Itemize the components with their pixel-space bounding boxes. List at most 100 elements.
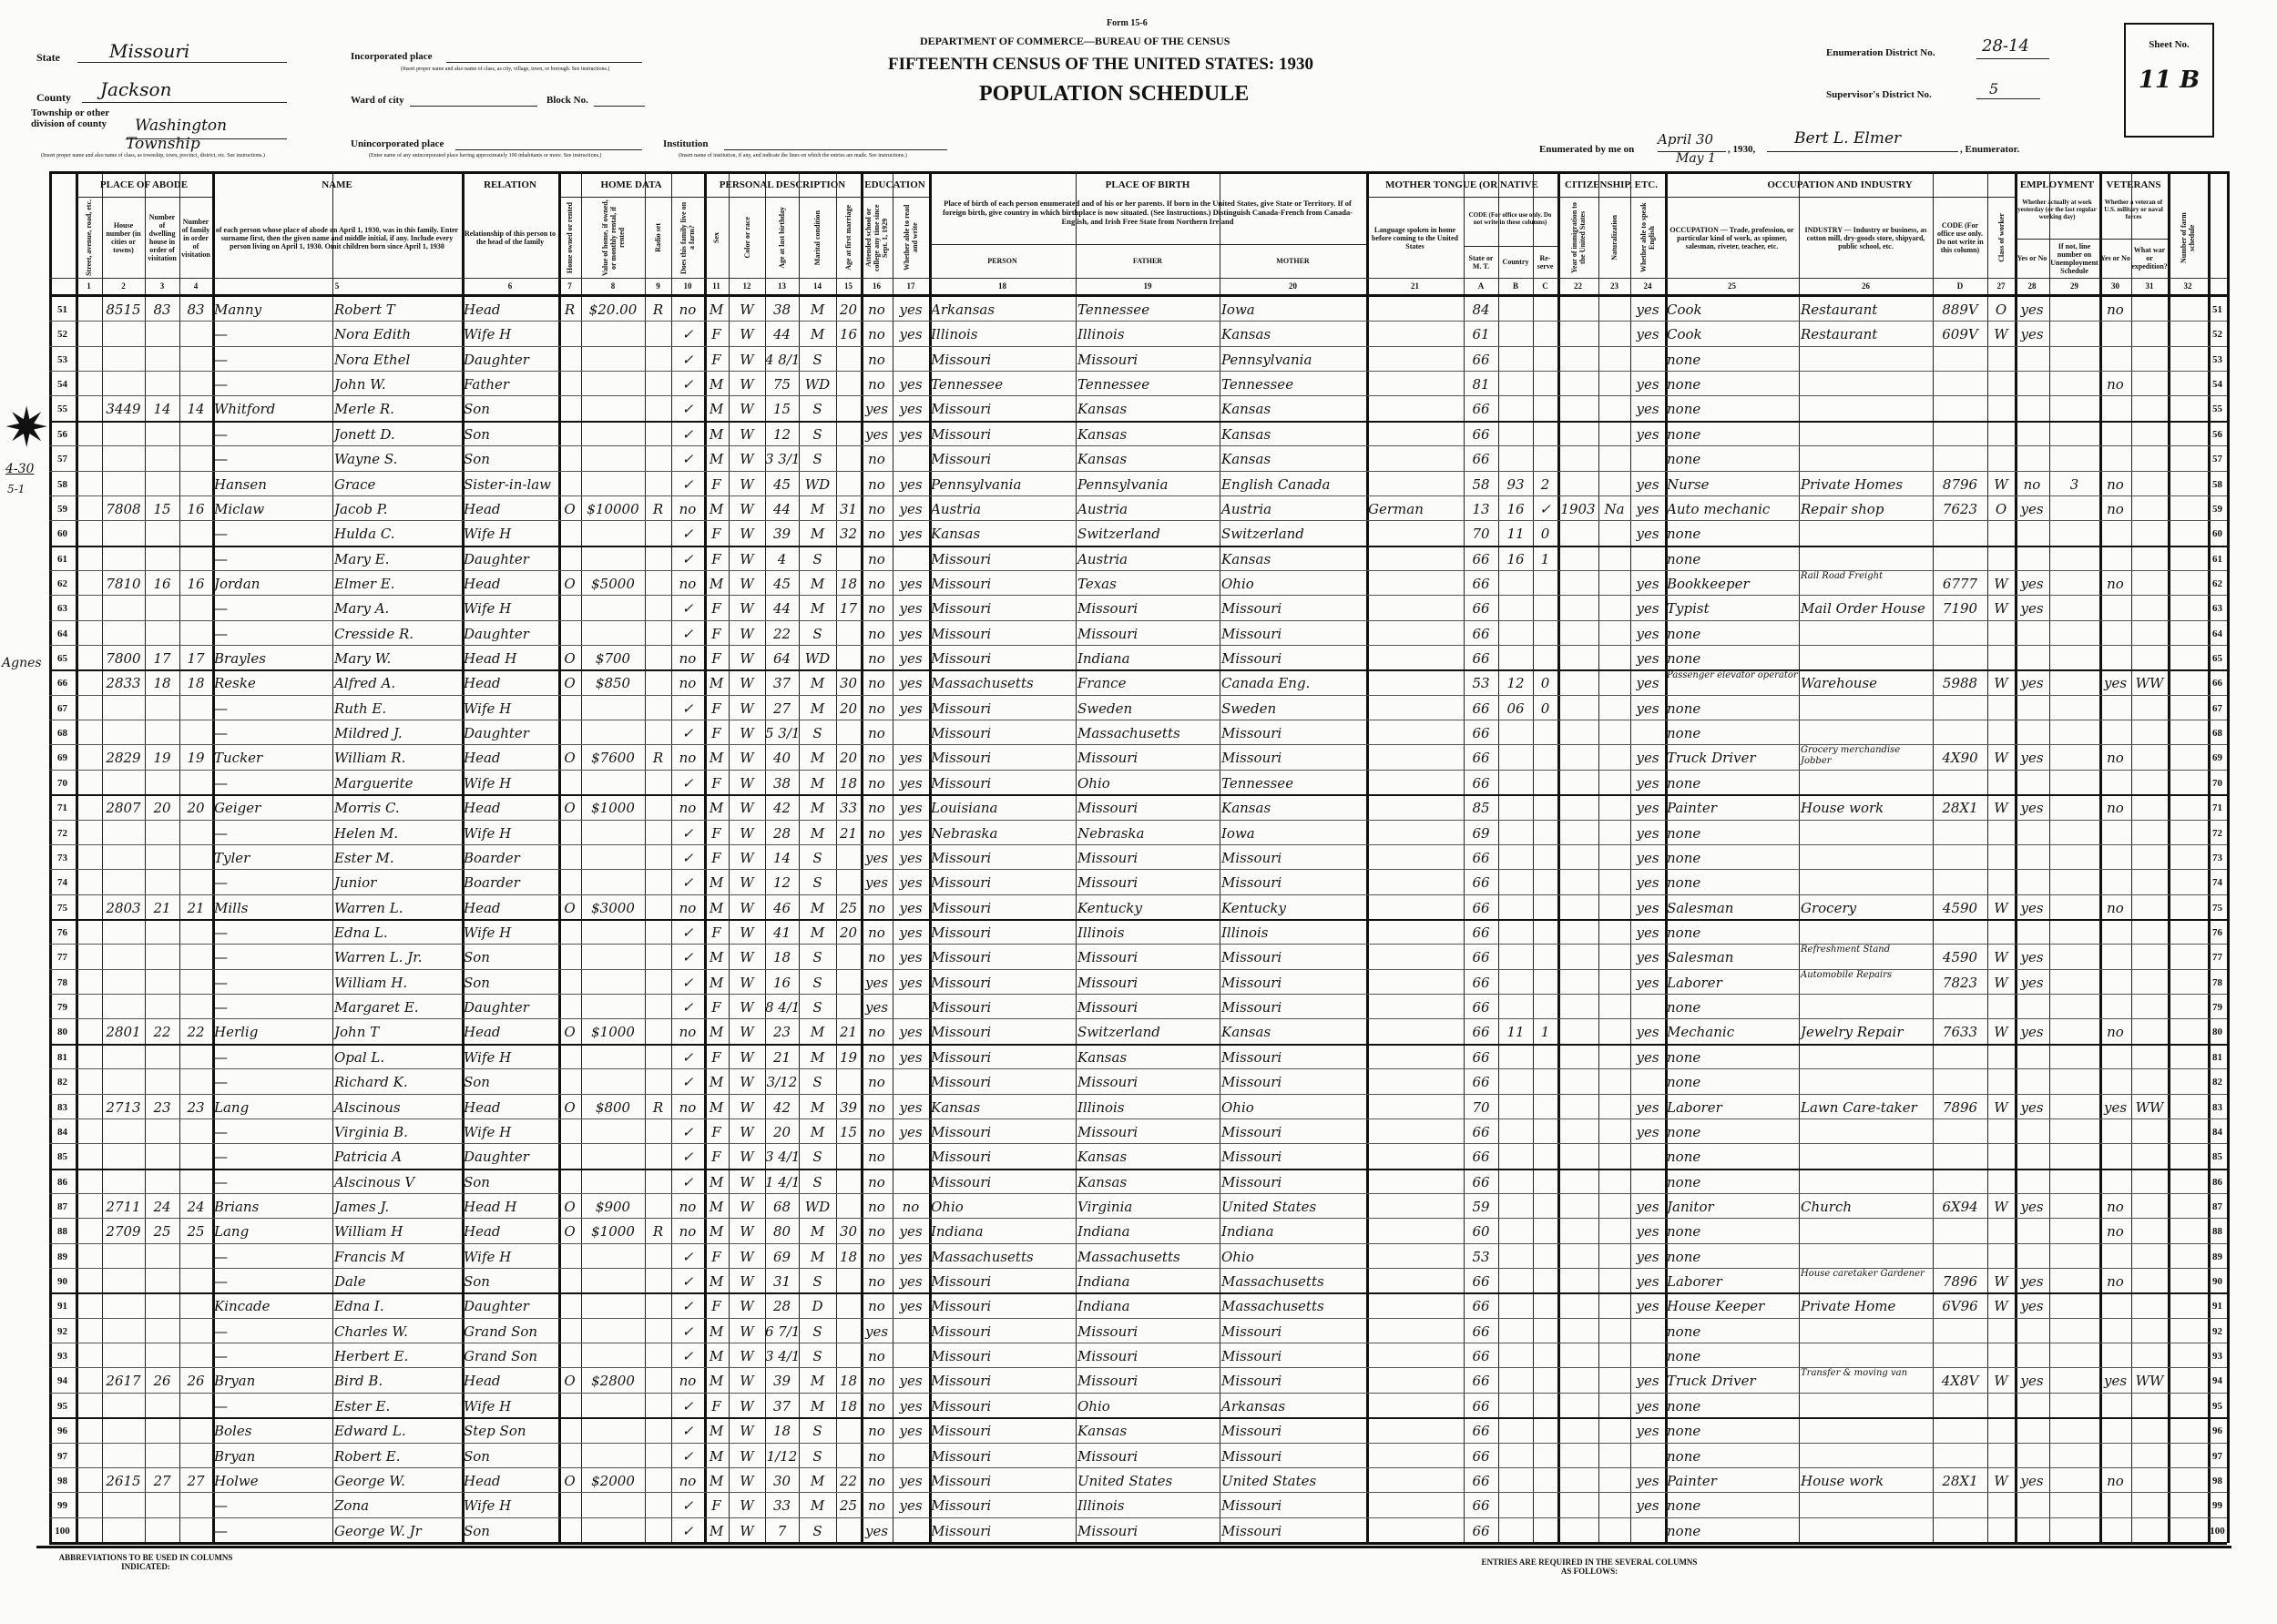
cell-race: W [740,1348,754,1365]
cell-line-number: 56 [57,428,67,440]
cell-sex: F [711,924,721,941]
cell-relation: Wife H [464,924,512,941]
cell-farm: ✓ [681,326,694,343]
cell-sex: F [711,1298,721,1315]
cell-naturalization [1598,821,1630,845]
cell-relation: Head H [464,1198,517,1215]
cell-home-owned: O [564,1024,576,1041]
cell-speaks-english: yes [1636,1397,1659,1415]
table-row [49,770,2227,797]
cell-family-number [179,771,212,795]
cell-family-number: 26 [187,1373,205,1390]
cell-race: W [740,1397,754,1415]
cell-speaks-english: yes [1636,1048,1659,1066]
cell-race: W [740,326,754,343]
column-header-label: Language spoken in home before coming to… [1372,225,1458,250]
cell-code-b [1498,446,1533,471]
column-number: 27 [1996,281,2006,291]
cell-relation: Son [464,1522,490,1539]
cell-speaks-english: yes [1636,700,1659,717]
cell-mother-birthplace: Missouri [1221,750,1282,767]
cell-home-value [581,845,645,870]
column-number: D [1956,281,1964,291]
cell-home-value: $7600 [591,750,635,767]
cell-industry [1799,1244,1933,1269]
enum-district-value: 28-14 [1982,36,2029,56]
cell-age-first-marriage: 16 [839,326,858,343]
cell-speaks-english: yes [1636,1248,1659,1265]
cell-dwelling-number: 15 [153,500,171,517]
cell-birthplace: Ohio [931,1198,964,1215]
cell-father-birthplace: Missouri [1077,849,1138,866]
cell-code-c [1533,720,1557,745]
cell-speaks-english: yes [1636,526,1659,543]
cell-age-first-marriage [836,546,861,571]
cell-code-c [1533,347,1557,372]
cell-birthplace: Missouri [931,625,992,642]
cell-farm: ✓ [681,1273,694,1291]
cell-home-owned: O [564,1472,576,1489]
cell-war [2131,646,2168,670]
cell-line-number: 54 [57,379,67,391]
cell-line-number: 52 [57,329,67,341]
cell-race: W [740,700,754,717]
cell-father-birthplace: Missouri [1077,1123,1138,1140]
cell-employed [2015,546,2049,571]
cell-occupation-code: 7896 [1942,1273,1978,1291]
cell-naturalization [1598,995,1630,1019]
cell-age: 16 [772,974,791,991]
cell-street [76,920,102,945]
cell-age: 30 [772,1472,791,1489]
cell-speaks-english: yes [1636,1298,1659,1315]
cell-surname: Herlig [214,1024,259,1041]
cell-occupation: none [1667,1048,1701,1066]
cell-code-b [1498,1144,1533,1169]
cell-marital: M [810,675,825,692]
cell-employed [2015,696,2049,720]
column-header: of each person whose place of abode on A… [212,199,462,277]
cell-radio [645,1045,671,1069]
cell-industry [1799,546,1933,571]
cell-unemployment-line [2049,446,2099,471]
cell-house-number [102,1394,145,1418]
cell-code-c [1533,870,1557,894]
form-number: Form 15-6 [1107,18,1148,28]
cell-industry [1799,422,1933,446]
cell-dwelling-number: 23 [153,1098,171,1116]
cell-employed [2015,347,2049,372]
cell-dwelling-number [145,970,179,995]
cell-naturalization [1598,596,1630,620]
cell-house-number [102,1269,145,1293]
column-header: Whether able to speak English [1630,199,1665,277]
column-number: C [1542,281,1548,291]
column-header-label: PERSON [987,257,1017,265]
cell-family-number [179,372,212,396]
cell-age: 39 [772,1373,791,1390]
cell-sex: M [709,1472,724,1489]
abbreviations-heading: ABBREVIATIONS TO BE USED IN COLUMNS INDI… [58,1553,233,1571]
cell-naturalization [1598,1269,1630,1293]
cell-code-a: 66 [1472,725,1490,742]
cell-street [76,771,102,795]
cell-given-name: Richard K. [334,1074,408,1091]
cell-house-number: 2807 [106,800,141,817]
cell-code-b [1498,621,1533,646]
cell-marital: M [810,1373,825,1390]
cell-line-number-right: 75 [2212,902,2222,914]
cell-code-b [1498,1219,1533,1243]
cell-dwelling-number: 16 [153,575,171,592]
cell-father-birthplace: Missouri [1077,949,1138,966]
column-number: 32 [2183,281,2192,291]
cell-radio [645,895,671,920]
cell-code-b [1498,1493,1533,1517]
cell-class-of-worker: W [1994,575,2008,592]
cell-father-birthplace: Kansas [1077,1149,1128,1166]
cell-given-name: Robert T [334,301,395,318]
cell-speaks-english: yes [1636,1497,1659,1515]
cell-farm: ✓ [681,526,694,543]
cell-home-value [581,1045,645,1069]
cell-family-number [179,1343,212,1368]
cell-farm: no [679,1098,697,1116]
cell-school: no [868,1098,885,1116]
cell-mother-birthplace: Ohio [1221,1248,1254,1265]
